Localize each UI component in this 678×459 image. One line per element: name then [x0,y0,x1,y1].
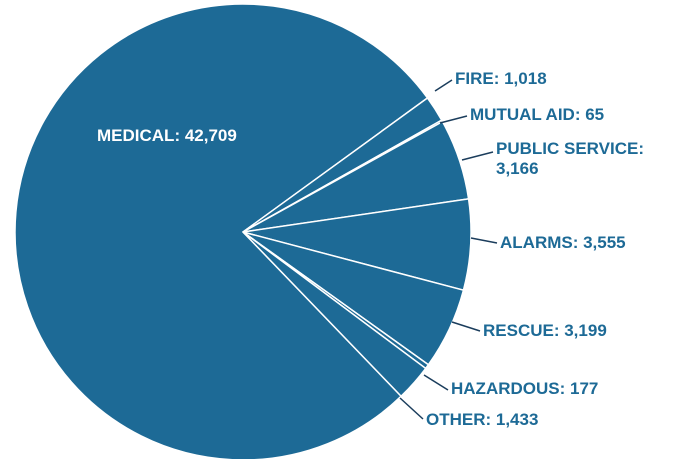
leader-line [439,115,468,124]
pie-slice [242,231,427,398]
leader-line [434,79,453,92]
slice-label: OTHER: 1,433 [426,410,539,429]
slice-label: PUBLIC SERVICE: 3,166 [496,139,644,178]
slice-label: HAZARDOUS: 177 [451,379,599,398]
leader-line [399,397,424,420]
leader-line [461,151,494,161]
slice-label: MEDICAL: 42,709 [97,126,237,145]
leader-line [451,321,481,332]
slice-label: ALARMS: 3,555 [500,233,626,252]
leader-line [423,374,449,391]
pie-slice [14,3,429,459]
slice-label: MUTUAL AID: 65 [470,105,605,124]
leader-line [470,237,498,244]
slice-label: RESCUE: 3,199 [483,321,607,340]
slice-label: FIRE: 1,018 [455,69,547,88]
